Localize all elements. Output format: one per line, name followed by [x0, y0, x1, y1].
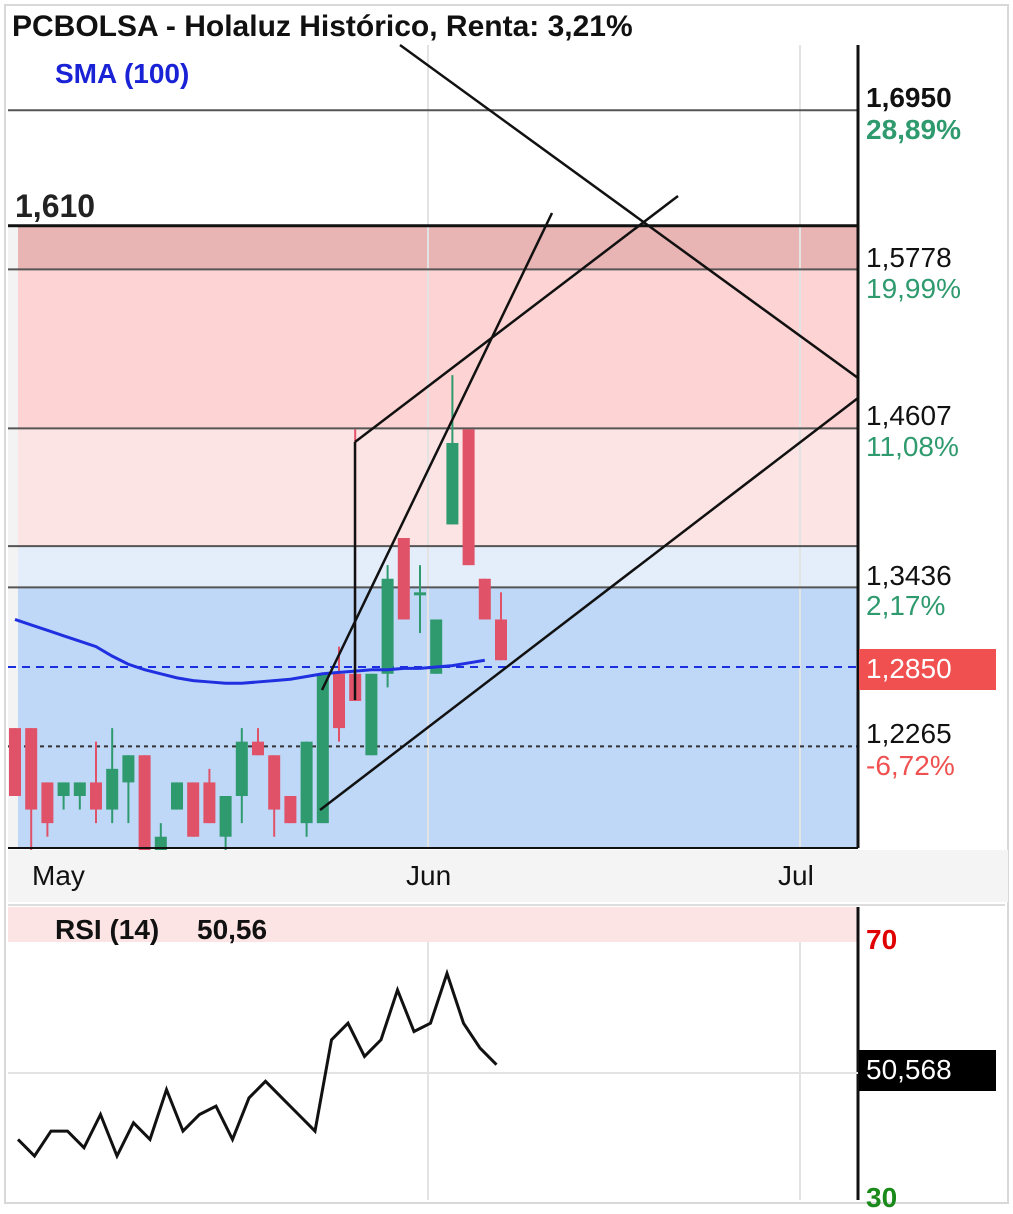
- candle-body: [154, 836, 167, 851]
- candle-body: [41, 782, 54, 824]
- rsi-level-low: 30: [866, 1182, 898, 1213]
- left-band: [8, 228, 18, 848]
- candle-body: [203, 782, 216, 824]
- price-axis-pct: 2,17%: [866, 590, 946, 621]
- candle-body: [252, 741, 264, 756]
- x-tick-jul: Jul: [778, 860, 814, 891]
- candle-body: [138, 755, 151, 851]
- candle-body: [333, 673, 345, 729]
- price-axis-label: 1,6950: [866, 82, 952, 113]
- price-axis-pct: 11,08%: [866, 431, 959, 462]
- candle-body: [414, 592, 426, 596]
- candle-body: [397, 538, 410, 620]
- candle-body: [90, 782, 102, 810]
- price-axis-label: 1,2265: [866, 718, 952, 749]
- price-axis-pct: -6,72%: [866, 750, 955, 781]
- rsi-current-badge: [859, 1050, 996, 1091]
- candle-body: [219, 795, 232, 837]
- candle-body: [478, 578, 491, 620]
- candle-body: [25, 728, 38, 810]
- trend-line: [399, 43, 859, 380]
- x-tick-may: May: [32, 860, 85, 891]
- trend-line: [320, 212, 554, 691]
- level-label-1610: 1,610: [15, 188, 96, 224]
- candle-body: [73, 782, 86, 796]
- price-axis-label: 1,5778: [866, 242, 952, 273]
- candle-body: [268, 755, 281, 810]
- current-price-label: 1,2850: [866, 653, 952, 684]
- rsi-overbought-zone: [8, 907, 858, 942]
- sma-line: [14, 618, 486, 685]
- price-zone: [18, 225, 858, 270]
- outer-border: [4, 4, 1009, 1204]
- price-axis-label: 1,4607: [866, 400, 952, 431]
- sma-legend-label: SMA (100): [55, 58, 190, 89]
- price-zone: [18, 428, 858, 547]
- current-price-badge: [859, 649, 996, 690]
- price-zone: [18, 269, 858, 429]
- rsi-line: [16, 968, 498, 1160]
- candle-body: [235, 741, 248, 796]
- trend-line: [354, 195, 679, 443]
- candle-body: [430, 619, 443, 674]
- candle-body: [171, 782, 183, 810]
- x-tick-jun: Jun: [406, 860, 452, 891]
- candle-body: [381, 578, 394, 674]
- price-axis-pct: 19,99%: [866, 273, 961, 304]
- candle-body: [462, 429, 475, 566]
- rsi-level-high: 70: [866, 924, 898, 955]
- candle-body: [106, 768, 119, 810]
- x-axis-band: [8, 850, 1008, 902]
- candle-body: [57, 782, 70, 796]
- price-zone: [18, 546, 858, 588]
- price-axis-label: 1,3436: [866, 560, 952, 591]
- candle-body: [300, 741, 313, 824]
- rsi-legend-value: 50,56: [197, 914, 268, 945]
- trend-line: [319, 397, 859, 811]
- candle-body: [9, 728, 21, 796]
- chart-title: PCBOLSA - Holaluz Histórico, Renta: 3,21…: [12, 10, 643, 44]
- candle-body: [365, 673, 378, 756]
- price-axis-pct: 28,89%: [866, 114, 961, 145]
- rsi-current-label: 50,568: [866, 1054, 952, 1085]
- candle-body: [316, 673, 329, 824]
- candle-body: [122, 755, 135, 783]
- rsi-legend-label: RSI (14): [55, 914, 160, 945]
- candle-body: [446, 442, 459, 525]
- candle-body: [284, 795, 297, 824]
- candle-body: [495, 619, 507, 661]
- candle-body: [187, 782, 200, 837]
